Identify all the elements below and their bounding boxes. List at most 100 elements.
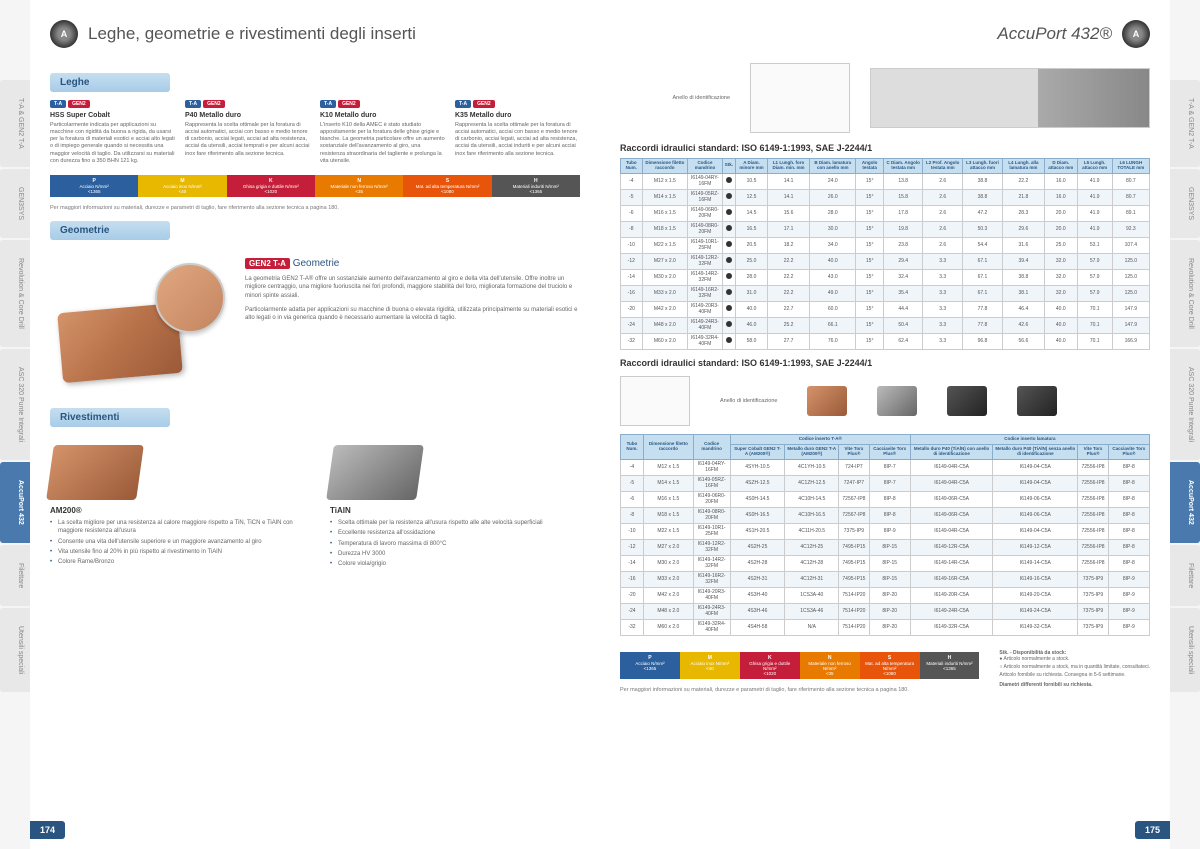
table-row: -16M33 x 2.0I6149-16R2-32FM31.022.249.01… (621, 285, 1150, 301)
geometrie-title: GEN2 T-A Geometrie (245, 258, 580, 269)
tab-revolution-core-drill[interactable]: Revolution & Core Drill (0, 240, 30, 347)
table-row: -8M18 x 1.5I6149-08R0-20FM4S0H-16.54C10H… (621, 507, 1150, 523)
lega-item: T-AGEN2K35 Metallo duroRappresenta la sc… (455, 100, 580, 165)
tab-utensili-speciali[interactable]: Utensili speciali (1170, 608, 1200, 692)
table1-title: Raccordi idraulici standard: ISO 6149-1:… (620, 143, 1150, 153)
color-seg: KGhisa grigia e duttile N/mm²<1020 (740, 652, 800, 679)
table-row: -5M14 x 1.5I6149-05RZ-16FM12.514.126.015… (621, 189, 1150, 205)
section-rivestimenti: Rivestimenti (50, 408, 170, 427)
geometrie-image (50, 258, 230, 398)
tabs-left: T-A & GEN2 T-AGEN3SYSRevolution & Core D… (0, 80, 30, 692)
table-header: B Diam. lamatura con anello mm (810, 159, 856, 174)
table-header: C Diam. Angolo testata mm (883, 159, 923, 174)
table-header: Dimensione filetto raccordo (642, 159, 688, 174)
tab-t-a-gen2-t-a[interactable]: T-A & GEN2 T-A (0, 80, 30, 167)
page-left: A Leghe, geometrie e rivestimenti degli … (30, 0, 600, 849)
tab-utensili-speciali[interactable]: Utensili speciali (0, 608, 30, 692)
rivestimento-item: AM200®La scelta migliore per una resiste… (50, 445, 300, 571)
color-seg: HMateriali induriti N/mm²<1365 (492, 175, 580, 197)
table-row: -20M42 x 2.0I6149-20R3-40FM4S3H-401CS3A-… (621, 587, 1150, 603)
table-header: L5 Lungh. attacco mm (1077, 159, 1112, 174)
port-drawing (750, 63, 850, 133)
tab-gen3sys[interactable]: GEN3SYS (1170, 169, 1200, 238)
table-row: -14M30 x 2.0I6149-14R2-32FM4S2H-284C12H-… (621, 555, 1150, 571)
table-row: -32M60 x 2.0I6149-32R4-40FM58.027.776.01… (621, 333, 1150, 349)
lega-item: T-AGEN2K10 Metallo duroL'inserto K10 del… (320, 100, 445, 165)
table-header: L1 Lungh. foro Diam. min. mm (768, 159, 810, 174)
table-header: L2 Prof. Angolo testata mm (923, 159, 963, 174)
table-row: -14M30 x 2.0I6149-14R2-32FM28.022.243.01… (621, 269, 1150, 285)
color-seg: SMat. ad alta temperatura N/mm²<1080 (403, 175, 491, 197)
color-seg: HMateriali induriti N/mm²<1365 (920, 652, 980, 679)
tabs-right: T-A & GEN2 T-AGEN3SYSRevolution & Core D… (1170, 80, 1200, 692)
logo-icon: A (1122, 20, 1150, 48)
color-bar: PAcciaio N/mm²<1365MAcciaio inox N/mm²<4… (50, 175, 580, 197)
table-row: -12M27 x 2.0I6149-12R2-32FM4S2H-254C12H-… (621, 539, 1150, 555)
color-seg: PAcciaio N/mm²<1365 (50, 175, 138, 197)
color-seg: SMat. ad alta temperatura N/mm²<1080 (860, 652, 920, 679)
leghe-grid: T-AGEN2HSS Super CobaltParticolarmente i… (50, 100, 580, 165)
table-row: -5M14 x 1.5I6149-05RZ-16FM4SZH-12.54C1ZH… (621, 475, 1150, 491)
table-row: -24M48 x 2.0I6149-24R3-40FM4S3H-461CS3A-… (621, 603, 1150, 619)
table-header: Stk. (722, 159, 735, 174)
tech-drawing: Anello di identificazione (620, 63, 1150, 133)
geometrie-p2: Particolarmente adatta per applicazioni … (245, 306, 580, 323)
color-seg: MAcciaio inox N/mm²<40 (680, 652, 740, 679)
color-bar-2: PAcciaio N/mm²<1365MAcciaio inox N/mm²<4… (620, 652, 979, 679)
table-header: L6 LUNGH TOTALE mm (1112, 159, 1149, 174)
tab-accuport-432[interactable]: AccuPort 432 (1170, 462, 1200, 543)
table-header: D Diam. attacco mm (1044, 159, 1077, 174)
tab-asc-320-punte-integrali[interactable]: ASC 320 Punte Integrali (1170, 349, 1200, 460)
leghe-footnote: Per maggiori informazioni su materiali, … (50, 205, 580, 211)
table-row: -8M18 x 1.5I6149-08R0-20FM16.517.130.015… (621, 221, 1150, 237)
table-row: -10M22 x 1.5I6149-10R1-25FM20.518.234.01… (621, 237, 1150, 253)
table1: Tubo Num.Dimensione filetto raccordoCodi… (620, 158, 1150, 350)
tab-filettare[interactable]: Filettare (0, 545, 30, 606)
tab-gen3sys[interactable]: GEN3SYS (0, 169, 30, 238)
page-title: Leghe, geometrie e rivestimenti degli in… (88, 24, 416, 44)
table2-title: Raccordi idraulici standard: ISO 6149-1:… (620, 358, 1150, 368)
table-row: -20M42 x 2.0I6149-20R3-40FM40.022.760.01… (621, 301, 1150, 317)
header-right: AccuPort 432® A (620, 20, 1150, 48)
section-geometrie: Geometrie (50, 221, 170, 240)
table2: Tubo Num.Dimensione filetto raccordoCodi… (620, 434, 1150, 636)
table-row: -6M16 x 1.5I6149-06R0-20FM14.515.628.015… (621, 205, 1150, 221)
table-header: Tubo Num. (621, 159, 643, 174)
page-number-left: 174 (30, 821, 65, 839)
tab-filettare[interactable]: Filettare (1170, 545, 1200, 606)
table-row: -6M16 x 1.5I6149-06R0-20FM4S0H-14.54C10H… (621, 491, 1150, 507)
brand-title: AccuPort 432® (997, 24, 1112, 44)
table-row: -16M33 x 2.0I6149-16R2-32FM4S2H-314C12H-… (621, 571, 1150, 587)
tab-t-a-gen2-t-a[interactable]: T-A & GEN2 T-A (1170, 80, 1200, 167)
stock-legend: Stk. - Disponibilità da stock: ● Articol… (999, 650, 1150, 688)
tab-accuport-432[interactable]: AccuPort 432 (0, 462, 30, 543)
color-seg: NMateriale non ferroso N/mm²<35 (800, 652, 860, 679)
lega-item: T-AGEN2P40 Metallo duroRappresenta la sc… (185, 100, 310, 165)
tab-revolution-core-drill[interactable]: Revolution & Core Drill (1170, 240, 1200, 347)
table-row: -12M27 x 2.0I6149-12R2-32FM25.022.240.01… (621, 253, 1150, 269)
right-footnote: Per maggiori informazioni su materiali, … (620, 687, 979, 693)
section-leghe: Leghe (50, 73, 170, 92)
table-row: -4M12 x 1.5I6149-04RY-16FM4SYH-10.54C1YH… (621, 459, 1150, 475)
geometrie-p1: La geometria GEN2 T-A® offre un sostanzi… (245, 275, 580, 300)
color-seg: MAcciaio inox N/mm²<40 (138, 175, 226, 197)
color-seg: NMateriale non ferroso N/mm²<35 (315, 175, 403, 197)
table-row: -10M22 x 1.5I6149-10R1-25FM4S1H-20.54C11… (621, 523, 1150, 539)
lega-item: T-AGEN2HSS Super CobaltParticolarmente i… (50, 100, 175, 165)
page-number-right: 175 (1135, 821, 1170, 839)
table-row: -32M60 x 2.0I6149-32R4-40FM4S4H-58N/A751… (621, 619, 1150, 635)
table-row: -24M48 x 2.0I6149-24R3-40FM46.025.266.11… (621, 317, 1150, 333)
table-row: -4M12 x 1.5I6149-04RY-16FM10.514.124.015… (621, 173, 1150, 189)
table-header: Codice mandrino (688, 159, 723, 174)
logo-icon: A (50, 20, 78, 48)
table-header: L4 Lungh. alla lamatura mm (1002, 159, 1044, 174)
header-left: A Leghe, geometrie e rivestimenti degli … (50, 20, 580, 48)
page-right: AccuPort 432® A Anello di identificazion… (600, 0, 1170, 849)
rivestimento-item: TiAlNScelta ottimale per la resistenza a… (330, 445, 580, 571)
table-header: Angolo testata (856, 159, 884, 174)
tab-asc-320-punte-integrali[interactable]: ASC 320 Punte Integrali (0, 349, 30, 460)
color-seg: KGhisa grigia e duttile N/mm²<1020 (227, 175, 315, 197)
table-header: A Diam. minore mm (735, 159, 767, 174)
table-header: L3 Lungh. fuori attacco mm (962, 159, 1002, 174)
color-seg: PAcciaio N/mm²<1365 (620, 652, 680, 679)
